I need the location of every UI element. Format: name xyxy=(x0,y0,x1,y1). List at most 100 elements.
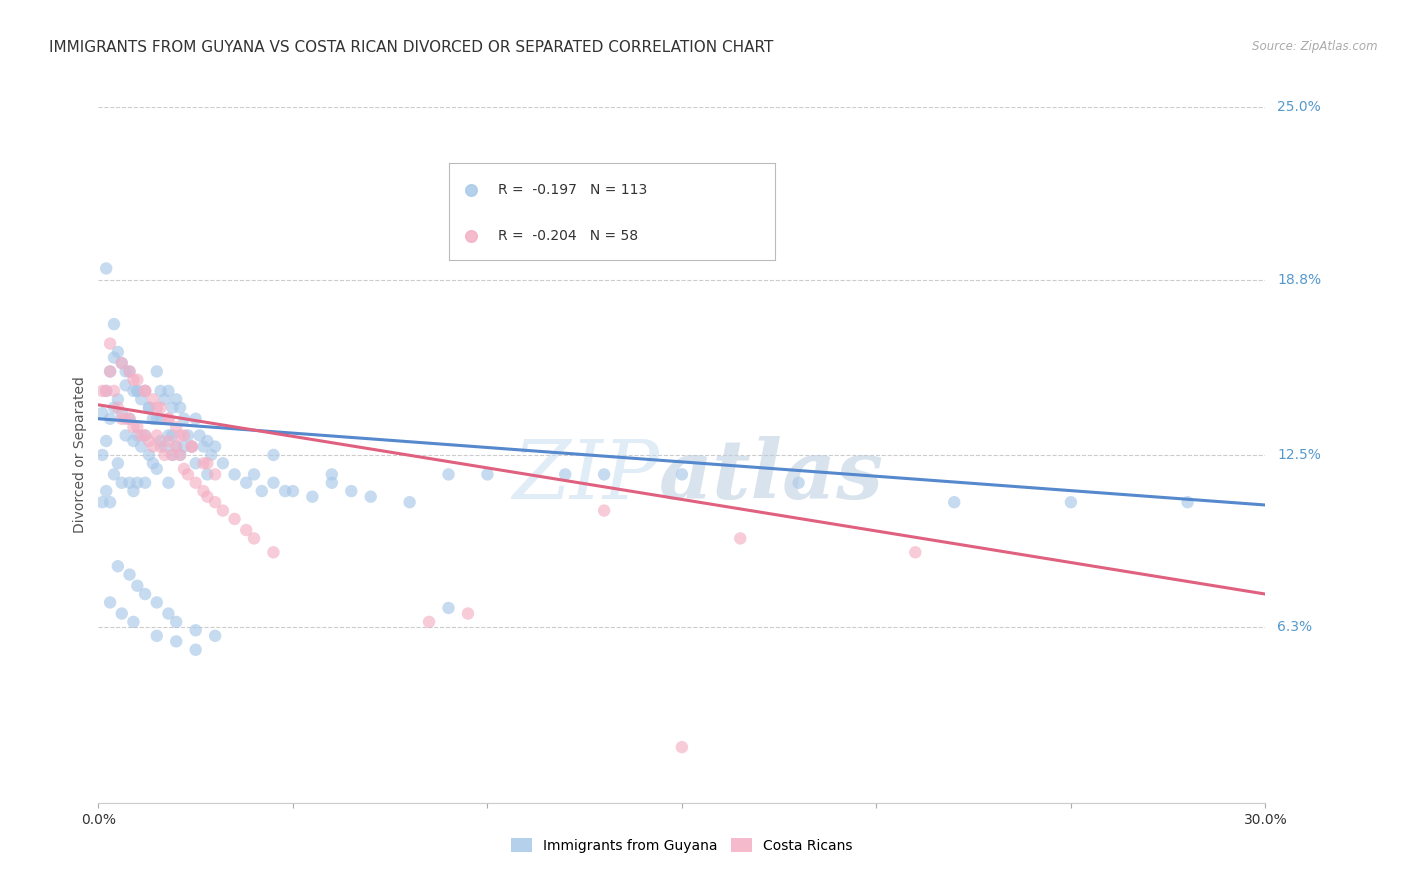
Point xyxy=(149,384,172,398)
Point xyxy=(129,428,152,442)
Point xyxy=(107,401,129,415)
Point xyxy=(134,384,156,398)
Point xyxy=(262,475,284,490)
Point xyxy=(165,420,187,434)
Point xyxy=(111,411,134,425)
Point xyxy=(195,467,218,482)
Point xyxy=(122,384,145,398)
Point xyxy=(340,484,363,499)
Point xyxy=(184,642,207,657)
Point xyxy=(195,456,218,470)
Point xyxy=(157,428,180,442)
Point xyxy=(91,495,114,509)
Point xyxy=(103,317,125,331)
Point xyxy=(165,440,187,454)
Point xyxy=(243,467,266,482)
Point xyxy=(321,475,343,490)
Point xyxy=(177,428,200,442)
Text: 18.8%: 18.8% xyxy=(1277,273,1322,286)
Point xyxy=(91,406,114,420)
Point xyxy=(111,406,134,420)
Point xyxy=(593,503,616,517)
Point xyxy=(730,532,752,546)
Point xyxy=(157,607,180,621)
Point xyxy=(111,607,134,621)
Point xyxy=(457,607,479,621)
Point xyxy=(157,411,180,425)
Y-axis label: Divorced or Separated: Divorced or Separated xyxy=(73,376,87,533)
Point xyxy=(153,448,176,462)
Point xyxy=(96,384,118,398)
Point xyxy=(162,448,184,462)
Point xyxy=(943,495,966,509)
Point xyxy=(153,392,176,407)
Point xyxy=(204,467,226,482)
Point xyxy=(593,467,616,482)
Point xyxy=(146,411,169,425)
Point xyxy=(103,384,125,398)
Point xyxy=(146,364,169,378)
Point xyxy=(103,351,125,365)
Point xyxy=(146,595,169,609)
Point xyxy=(157,434,180,448)
Point xyxy=(134,428,156,442)
Point xyxy=(114,378,136,392)
Point xyxy=(224,512,246,526)
Text: atlas: atlas xyxy=(658,436,884,516)
Point xyxy=(122,373,145,387)
Point xyxy=(127,384,149,398)
Point xyxy=(169,401,191,415)
Point xyxy=(169,448,191,462)
Point xyxy=(162,428,184,442)
Point xyxy=(138,434,160,448)
Point xyxy=(127,420,149,434)
Point xyxy=(149,440,172,454)
Point xyxy=(96,261,118,276)
Point xyxy=(98,364,121,378)
Point xyxy=(274,484,297,499)
Point xyxy=(142,411,165,425)
Point xyxy=(173,440,195,454)
Point xyxy=(142,456,165,470)
Point xyxy=(437,467,460,482)
Point xyxy=(360,490,382,504)
Point xyxy=(162,448,184,462)
Point xyxy=(398,495,420,509)
Point xyxy=(118,411,141,425)
Point xyxy=(118,567,141,582)
Point xyxy=(157,475,180,490)
Point xyxy=(180,440,202,454)
Point xyxy=(98,336,121,351)
Point xyxy=(96,384,118,398)
Text: 12.5%: 12.5% xyxy=(1277,448,1322,462)
Point xyxy=(134,475,156,490)
Point xyxy=(165,634,187,648)
Point xyxy=(250,484,273,499)
Point xyxy=(142,392,165,407)
Point xyxy=(111,356,134,370)
Point xyxy=(173,411,195,425)
Point xyxy=(146,462,169,476)
Point xyxy=(235,523,257,537)
Point xyxy=(122,484,145,499)
Point xyxy=(180,440,202,454)
Point xyxy=(173,428,195,442)
Point xyxy=(129,440,152,454)
Text: 6.3%: 6.3% xyxy=(1277,621,1312,634)
Point xyxy=(134,587,156,601)
Text: 25.0%: 25.0% xyxy=(1277,100,1320,114)
Point xyxy=(127,475,149,490)
Point xyxy=(98,364,121,378)
Point xyxy=(118,364,141,378)
Point xyxy=(262,448,284,462)
Point xyxy=(157,411,180,425)
Point xyxy=(98,411,121,425)
Point xyxy=(188,428,211,442)
Point xyxy=(1060,495,1083,509)
Point xyxy=(98,595,121,609)
Point xyxy=(180,440,202,454)
Point xyxy=(165,615,187,629)
Point xyxy=(138,401,160,415)
Point xyxy=(153,440,176,454)
Point xyxy=(193,440,215,454)
